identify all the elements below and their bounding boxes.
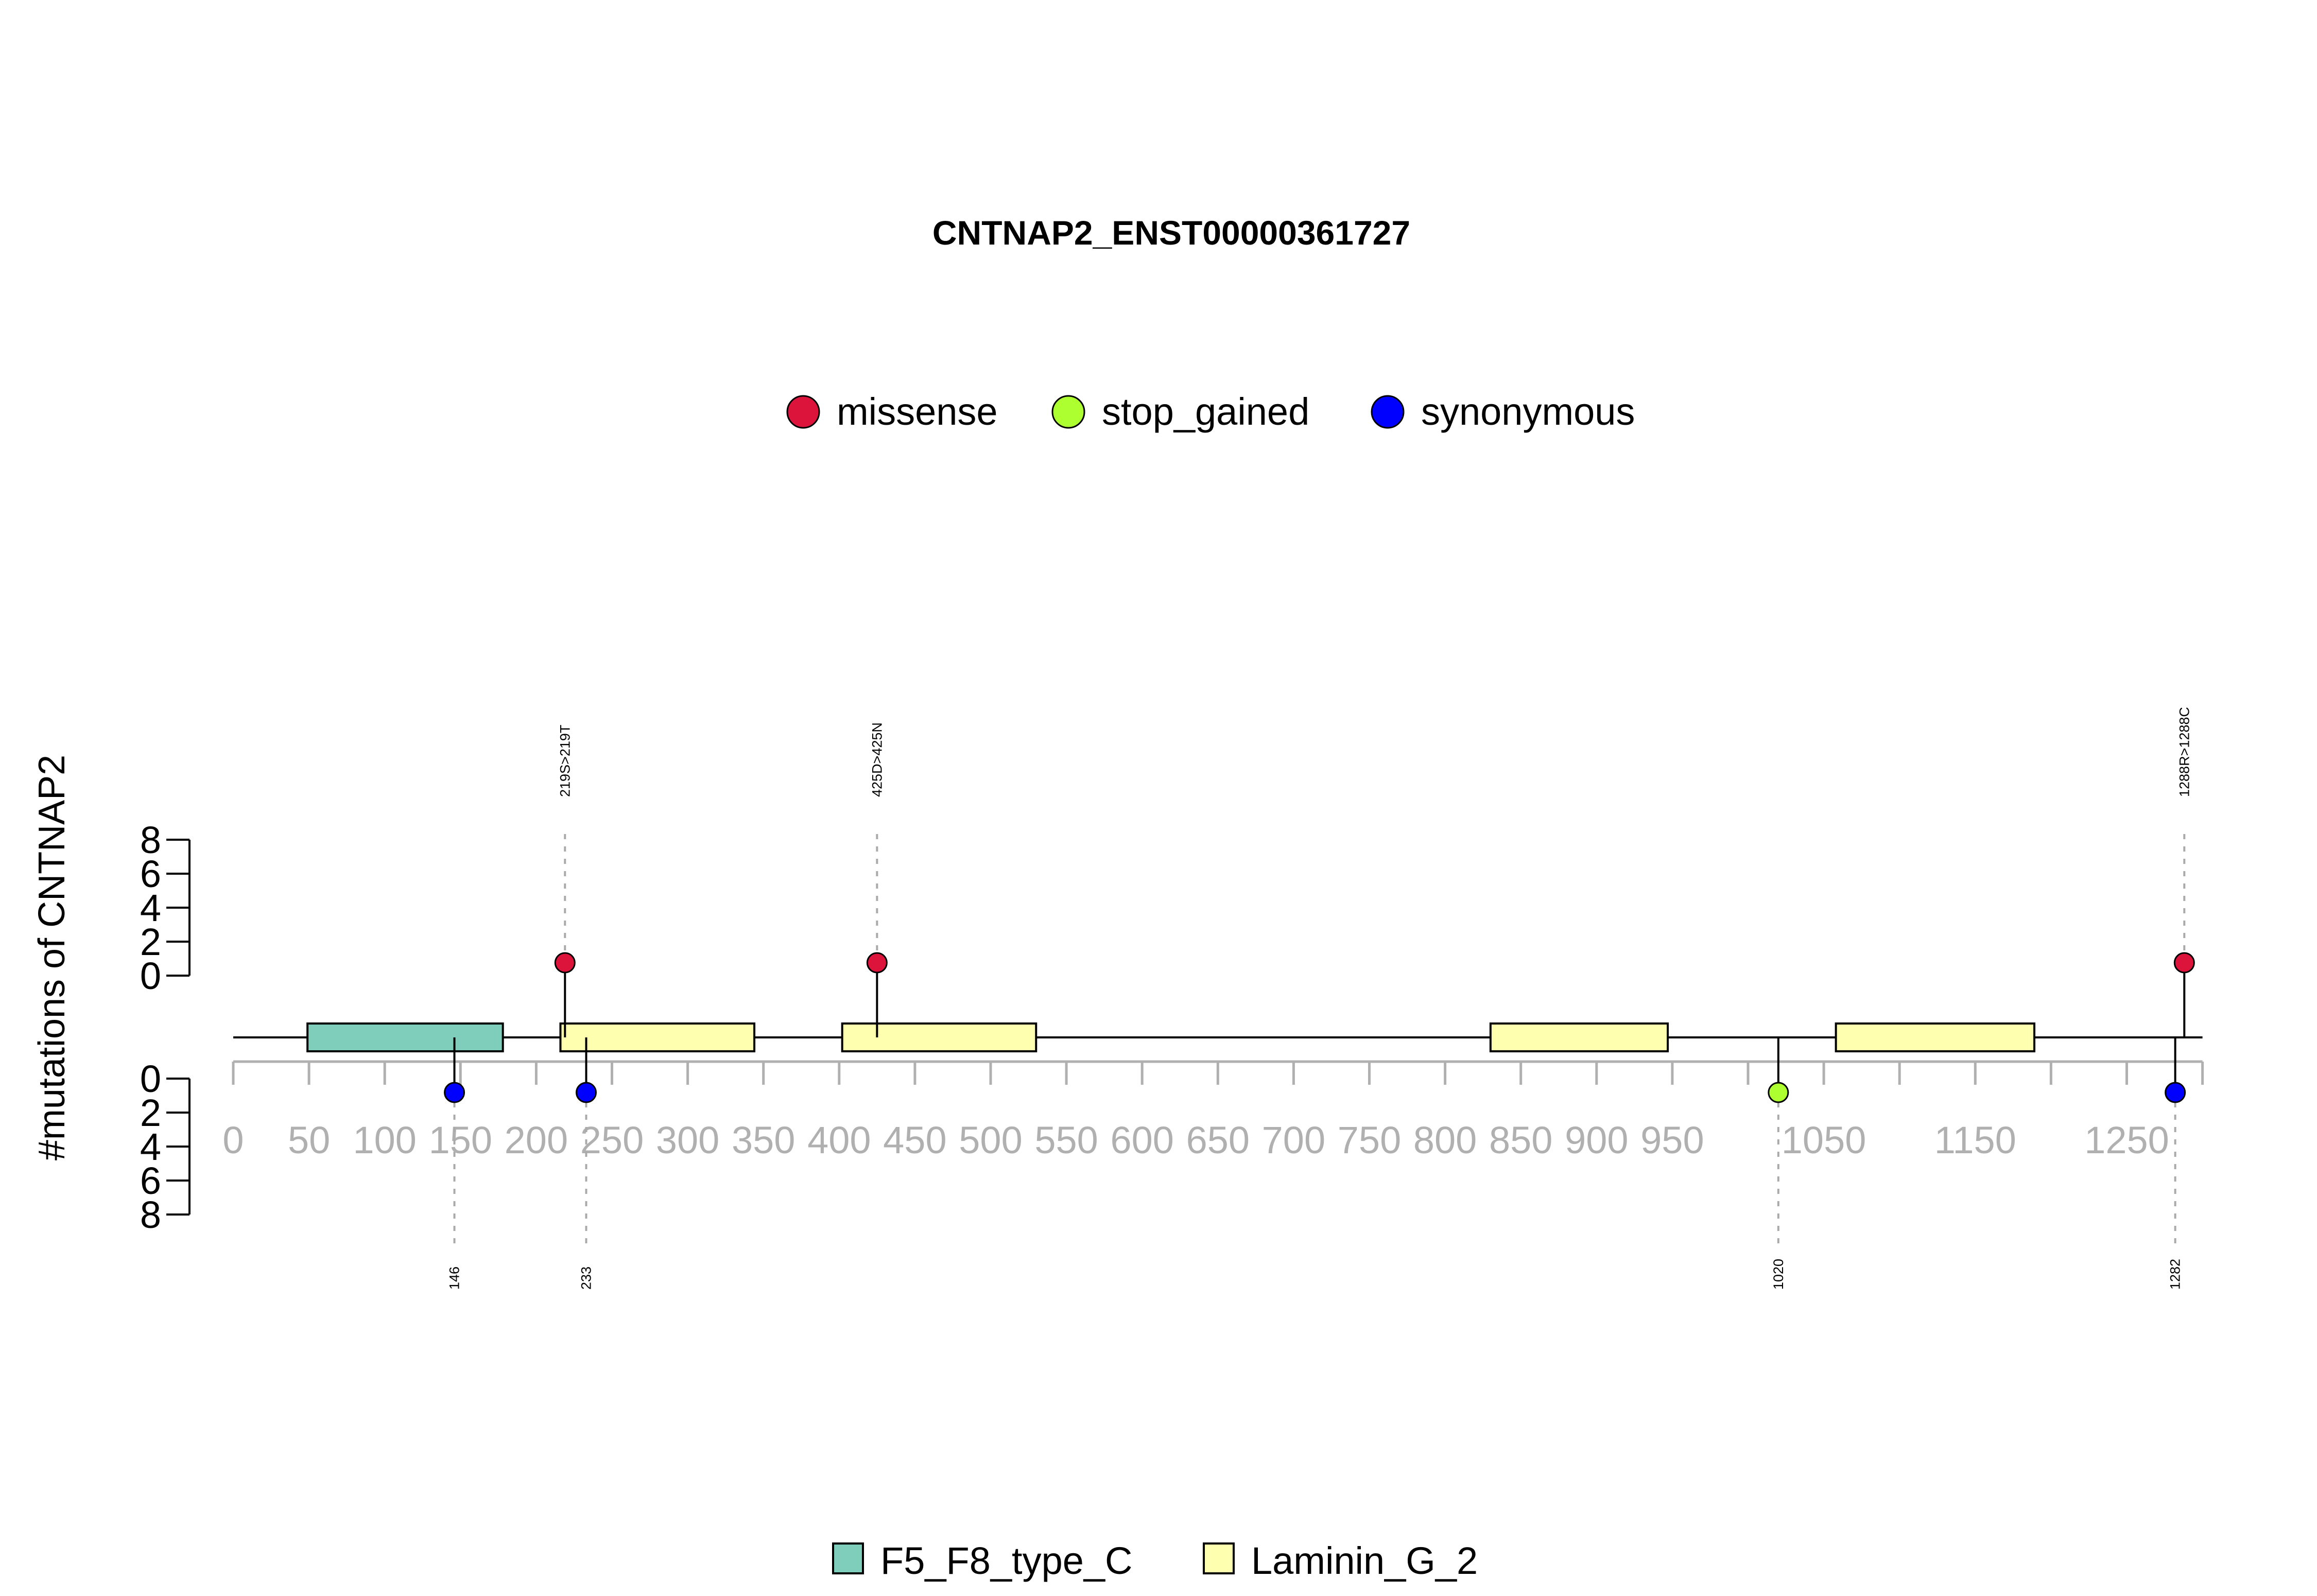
x-tick-label: 200 [505, 1119, 568, 1161]
x-tick-label: 750 [1338, 1119, 1401, 1161]
mutation-legend: missense stop_gained synonymous [786, 390, 1635, 433]
domain-boxes [306, 1022, 2036, 1052]
domain-laminin-g-2 [1835, 1022, 2036, 1052]
lower-y-tick-label: 6 [140, 1159, 161, 1202]
x-tick-label: 50 [288, 1119, 330, 1161]
upper-mutation-label: 425D>425N [869, 722, 885, 797]
lower-y-tick-label: 4 [140, 1125, 161, 1168]
upper-y-tick-label: 6 [140, 853, 161, 895]
chart-title: CNTNAP2_ENST00000361727 [932, 214, 1410, 252]
upper-y-tick-label: 0 [140, 955, 161, 997]
x-tick-label: 400 [807, 1119, 871, 1161]
x-tick-label: 0 [222, 1119, 244, 1161]
x-tick-label: 650 [1186, 1119, 1250, 1161]
x-tick-label: 1050 [1782, 1119, 1866, 1161]
mutation-lollipops: 219S>219T 425D>425N 1288R>1288C 146 233 1020 1… [444, 707, 2195, 1290]
legend-synonymous-marker [1371, 395, 1405, 429]
lower-y-tick-label: 2 [140, 1091, 161, 1134]
legend-missense-label: missense [837, 390, 998, 433]
legend-domain-label: Laminin_G_2 [1251, 1539, 1478, 1582]
legend-synonymous-label: synonymous [1421, 390, 1635, 433]
x-tick-label: 300 [656, 1119, 719, 1161]
lower-mutation-dot [575, 1082, 597, 1103]
legend-missense-marker [786, 395, 820, 429]
x-tick-label: 500 [959, 1119, 1022, 1161]
x-tick-label: 100 [353, 1119, 416, 1161]
lower-mutation-label: 146 [447, 1267, 462, 1290]
lower-y-tick-label: 0 [140, 1057, 161, 1100]
y-axis-label: #mutations of CNTNAP2 [31, 755, 73, 1160]
legend-domain-label: F5_F8_type_C [880, 1539, 1133, 1582]
x-tick-label: 250 [580, 1119, 644, 1161]
upper-mutation-dot [554, 952, 576, 974]
x-tick-label: 1250 [2084, 1119, 2169, 1161]
lower-mutation-label: 233 [578, 1267, 594, 1290]
x-tick-label: 900 [1565, 1119, 1628, 1161]
upper-mutation-label: 219S>219T [557, 725, 573, 797]
upper-y-tick-label: 2 [140, 921, 161, 963]
legend-domain-swatch [1203, 1542, 1235, 1574]
x-tick-label: 150 [429, 1119, 492, 1161]
domain-laminin-g-2 [841, 1022, 1038, 1052]
lower-y-tick-label: 8 [140, 1193, 161, 1236]
x-tick-label: 800 [1413, 1119, 1477, 1161]
domain-laminin-g-2 [1489, 1022, 1669, 1052]
domain-f5-f8-type-c [306, 1022, 504, 1052]
upper-y-tick-label: 8 [140, 819, 161, 861]
x-tick-label: 1150 [1934, 1119, 2016, 1161]
x-tick-label: 850 [1489, 1119, 1552, 1161]
legend-stop-gained-label: stop_gained [1102, 390, 1309, 433]
x-tick-label: 700 [1262, 1119, 1325, 1161]
upper-mutation-dot [2173, 952, 2195, 974]
x-tick-label: 600 [1110, 1119, 1173, 1161]
lower-mutation-label: 1282 [2168, 1259, 2183, 1290]
upper-y-tick-label: 4 [140, 887, 161, 929]
legend-domain-swatch [832, 1542, 864, 1574]
x-tick-label: 450 [883, 1119, 946, 1161]
x-tick-label: 950 [1640, 1119, 1704, 1161]
x-tick-label: 350 [732, 1119, 795, 1161]
lower-mutation-label: 1020 [1771, 1259, 1786, 1290]
legend-stop-gained-marker [1051, 395, 1085, 429]
domain-legend: F5_F8_type_C Laminin_G_2 [832, 1539, 1478, 1582]
lower-mutation-dot [2165, 1082, 2186, 1103]
x-axis: 0 50 100 150 200 250 300 350 400 450 500 550 600 650 7… [222, 1060, 2204, 1161]
x-tick-label: 550 [1034, 1119, 1098, 1161]
upper-mutation-label: 1288R>1288C [2176, 707, 2192, 797]
domain-laminin-g-2 [559, 1022, 756, 1052]
lower-mutation-dot [1768, 1082, 1789, 1103]
lower-mutation-dot [444, 1082, 465, 1103]
upper-mutation-dot [866, 952, 888, 974]
